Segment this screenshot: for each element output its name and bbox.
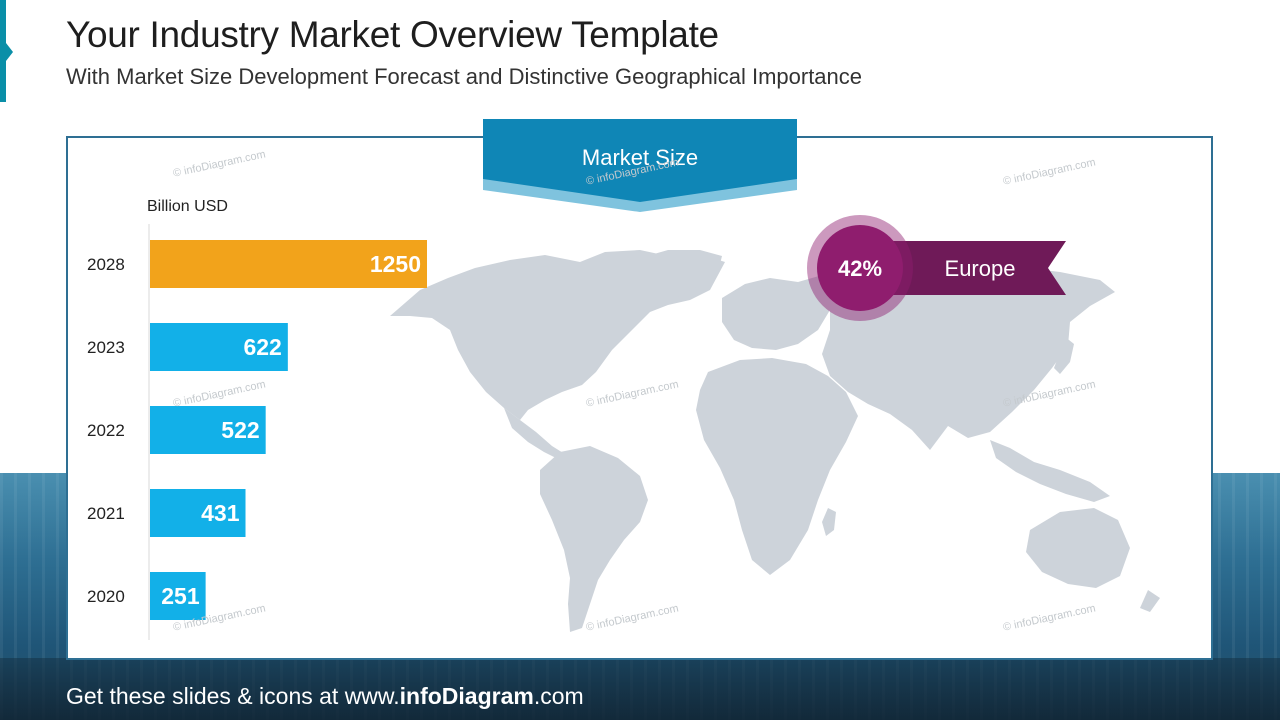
map-central-america	[504, 408, 568, 460]
footer-suffix: .com	[533, 683, 584, 709]
page-subtitle: With Market Size Development Forecast an…	[66, 64, 863, 89]
map-south-america	[540, 446, 648, 632]
bar	[150, 323, 288, 371]
background-band	[0, 658, 1280, 720]
footer-prefix: Get these slides & icons at www.	[66, 683, 400, 709]
map-north-america	[390, 250, 725, 420]
highlight-percent: 42%	[838, 256, 882, 281]
world-map	[390, 250, 1160, 632]
category-label: 2021	[87, 504, 125, 523]
category-label: 2023	[87, 338, 125, 357]
map-asia	[798, 262, 1115, 450]
bar-value-label: 522	[221, 417, 259, 443]
y-axis-unit-label: Billion USD	[147, 198, 228, 215]
footer-text: Get these slides & icons at www.infoDiag…	[66, 683, 584, 710]
banner-body	[483, 119, 797, 202]
bar	[150, 240, 427, 288]
side-accent-notch	[6, 43, 13, 61]
highlight-circle	[817, 225, 903, 311]
bar-value-label: 251	[161, 583, 200, 609]
map-europe	[722, 278, 830, 350]
market-size-banner: Market Size	[483, 119, 797, 212]
map-new-zealand	[1140, 590, 1160, 612]
bars-group: 2028 1250 2023 622 2022 522 2021 431 2020 251	[87, 240, 427, 620]
category-label: 2022	[87, 421, 125, 440]
banner-label: Market Size	[582, 145, 698, 170]
map-africa	[696, 358, 858, 575]
highlight-ribbon	[880, 241, 1066, 295]
bar-value-label: 1250	[370, 251, 421, 277]
footer-brand: infoDiagram	[399, 683, 534, 709]
map-southeast-asia	[990, 440, 1110, 502]
bar	[150, 489, 246, 537]
map-australia	[1026, 508, 1130, 588]
bar	[150, 406, 266, 454]
europe-highlight: 42% Europe	[807, 215, 1066, 321]
category-label: 2020	[87, 587, 125, 606]
category-label: 2028	[87, 255, 125, 274]
bar	[150, 572, 206, 620]
bar-chart: Billion USD 2028 1250 2023 622 2022 522 2021 43…	[87, 198, 427, 640]
map-japan	[1054, 336, 1074, 374]
highlight-region: Europe	[945, 256, 1016, 281]
page-title: Your Industry Market Overview Template	[66, 14, 719, 55]
bar-value-label: 431	[201, 500, 240, 526]
map-greenland	[640, 250, 722, 298]
map-madagascar	[822, 508, 836, 536]
side-accent-bar	[0, 0, 6, 102]
bar-value-label: 622	[243, 334, 281, 360]
